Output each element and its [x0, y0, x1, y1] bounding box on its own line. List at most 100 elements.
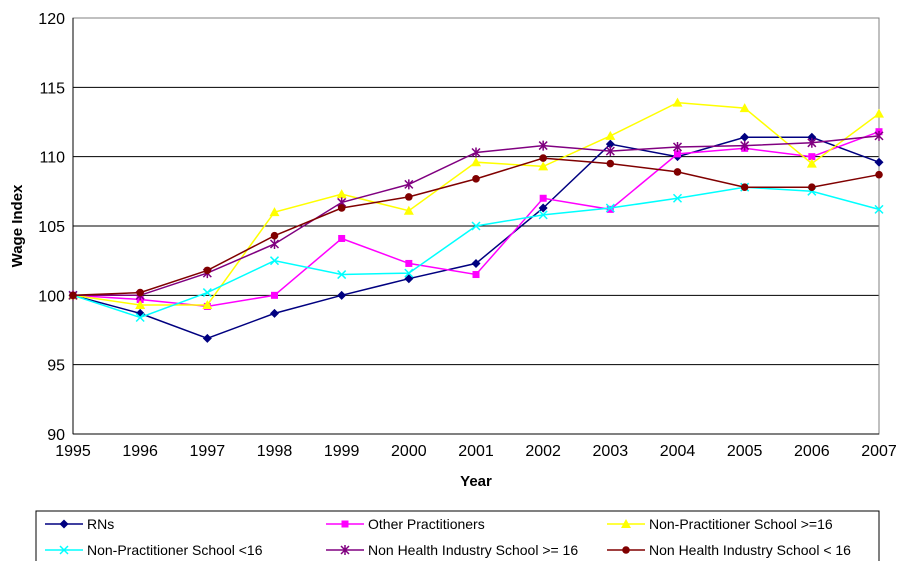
x-tick-label: 2003 [593, 443, 629, 460]
legend-item: RNs [45, 516, 114, 532]
data-point-star [269, 239, 280, 250]
legend-item: Non-Practitioner School <16 [45, 542, 263, 558]
y-tick-label: 95 [47, 358, 65, 375]
legend-label: Non-Practitioner School >=16 [649, 516, 833, 532]
legend-label: Non Health Industry School >= 16 [368, 542, 578, 558]
data-point-circle [337, 204, 346, 212]
data-point-circle [69, 291, 77, 300]
x-tick-label: 2005 [727, 443, 763, 460]
data-point-circle [472, 175, 480, 183]
y-tick-label: 100 [38, 288, 65, 305]
x-tick-label: 2007 [861, 443, 897, 460]
data-point-triangle [739, 103, 750, 113]
series-line [72, 186, 880, 319]
y-tick-label: 115 [39, 80, 65, 97]
y-tick-label: 110 [39, 150, 65, 167]
data-point-diamond [874, 157, 884, 167]
data-point-x [874, 204, 884, 214]
data-point-circle [622, 546, 630, 554]
y-axis-title: Wage Index [9, 184, 26, 267]
legend-item: Other Practitioners [326, 516, 485, 532]
data-point-diamond [471, 258, 481, 268]
x-tick-label: 2001 [458, 443, 494, 460]
legend: RNs Other Practitioners Non-Practitioner S… [35, 510, 880, 561]
x-tick-label: 1996 [122, 443, 158, 460]
data-point-circle [136, 288, 144, 297]
data-point-square [606, 205, 614, 213]
x-tick-label: 1998 [257, 443, 293, 460]
series-6 [69, 154, 883, 300]
data-point-triangle [135, 300, 146, 310]
legend-box [35, 510, 880, 561]
data-point-circle [808, 183, 816, 191]
data-point-star [605, 146, 615, 157]
plot-area [72, 17, 880, 435]
data-point-star [874, 130, 884, 141]
data-point-circle [405, 193, 413, 201]
data-point-square [808, 153, 816, 161]
data-point-triangle [605, 130, 616, 140]
data-point-triangle [621, 519, 631, 528]
data-point-triangle [538, 161, 549, 171]
data-point-x [269, 256, 280, 266]
data-point-x [59, 545, 69, 555]
data-point-circle [606, 159, 615, 168]
data-point-diamond [337, 290, 347, 300]
data-point-diamond [538, 203, 548, 213]
legend-label: Other Practitioners [368, 516, 485, 532]
data-point-x [404, 268, 414, 278]
data-point-diamond [59, 519, 69, 529]
data-point-circle [203, 266, 212, 275]
data-point-circle [740, 183, 749, 191]
data-point-square [539, 194, 547, 202]
data-point-x [135, 312, 145, 323]
x-tick-label: 2000 [391, 443, 427, 460]
data-point-triangle [672, 97, 683, 107]
data-point-triangle [202, 300, 213, 310]
x-tick-label: 2002 [525, 443, 561, 460]
data-point-circle [270, 231, 279, 240]
y-tick-label: 105 [38, 219, 65, 236]
series-layer [68, 97, 884, 343]
data-point-triangle [269, 207, 280, 217]
data-point-diamond [740, 132, 750, 142]
data-point-circle [673, 168, 682, 176]
data-point-star [340, 545, 350, 555]
legend-label: Non Health Industry School < 16 [649, 542, 851, 558]
x-axis-ticks: 1995 1996 1997 1998 1999 2000 2001 2002 2003 2004… [55, 443, 897, 460]
data-point-circle [875, 170, 883, 179]
data-point-diamond [202, 333, 212, 343]
series-3 [68, 97, 884, 310]
x-tick-label: 1997 [190, 443, 226, 460]
data-point-triangle [471, 157, 481, 167]
x-axis-title: Year [460, 473, 492, 490]
x-tick-label: 1999 [324, 443, 360, 460]
legend-label: Non-Practitioner School <16 [87, 542, 263, 558]
y-tick-label: 120 [38, 11, 65, 28]
data-point-star [740, 140, 750, 151]
data-point-x [471, 221, 481, 231]
x-tick-label: 2004 [660, 443, 696, 460]
data-point-x [337, 270, 347, 280]
data-point-star [807, 137, 817, 148]
data-point-x [538, 210, 548, 220]
legend-item: Non Health Industry School >= 16 [326, 542, 578, 558]
data-point-square [341, 520, 349, 528]
data-point-square [271, 291, 278, 299]
legend-label: RNs [87, 516, 114, 532]
data-point-x [672, 193, 683, 203]
data-point-triangle [874, 108, 884, 118]
data-point-triangle [336, 189, 347, 199]
data-point-triangle [806, 158, 817, 168]
data-point-square [338, 234, 346, 242]
y-tick-label: 90 [47, 427, 65, 444]
x-tick-label: 1995 [55, 443, 91, 460]
data-point-star [471, 147, 481, 158]
data-point-square [674, 150, 681, 158]
data-point-star [404, 179, 414, 190]
data-point-diamond [270, 308, 279, 318]
data-point-star [672, 141, 683, 152]
legend-item: Non-Practitioner School >=16 [607, 516, 833, 532]
data-point-square [405, 259, 413, 267]
data-point-square [472, 271, 480, 279]
